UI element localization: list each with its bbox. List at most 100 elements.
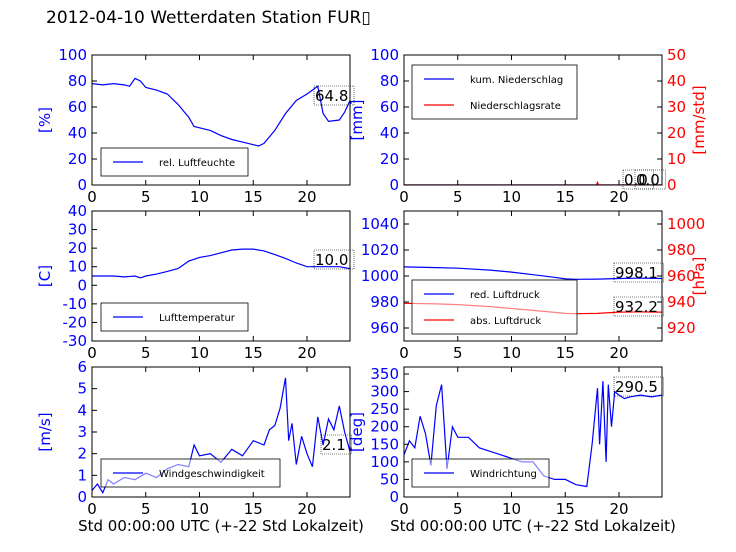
y-tick-label: 0 bbox=[389, 488, 399, 506]
legend: Lufttemperatur bbox=[100, 302, 249, 332]
x-tick-label: 10 bbox=[190, 500, 209, 518]
legend-label: kum. Niederschlag bbox=[470, 75, 563, 86]
y2-tick-label: 20 bbox=[667, 124, 686, 142]
y-tick-label: 30 bbox=[68, 221, 87, 239]
x-tick-label: 10 bbox=[502, 344, 521, 362]
x-tick-label: 10 bbox=[190, 188, 209, 206]
y-tick-label: 250 bbox=[370, 400, 399, 418]
y-tick-label: 2 bbox=[77, 445, 87, 463]
y-tick-label: 980 bbox=[370, 293, 399, 311]
last-value-annotation: 64.8 bbox=[315, 87, 348, 105]
axes-frame bbox=[91, 54, 351, 186]
x-tick-label: 0 bbox=[399, 344, 409, 362]
y-tick-label: 0 bbox=[77, 276, 87, 294]
y2-tick-label: 940 bbox=[667, 293, 696, 311]
x-tick-label: 0 bbox=[399, 188, 409, 206]
y2-axis-label: [hPa] bbox=[690, 257, 708, 296]
y-axis-label: [%] bbox=[36, 107, 54, 133]
x-tick-label: 5 bbox=[141, 344, 151, 362]
y2-tick-label: 980 bbox=[667, 241, 696, 259]
x-tick-label: 15 bbox=[556, 188, 575, 206]
y-tick-label: 1020 bbox=[361, 241, 399, 259]
y-tick-label: 20 bbox=[68, 239, 87, 257]
x-tick-label: 20 bbox=[297, 500, 316, 518]
x-tick-label: 15 bbox=[244, 500, 263, 518]
y-tick-label: 20 bbox=[68, 150, 87, 168]
x-tick-label: 5 bbox=[453, 500, 463, 518]
panel-precipitation: 0 5 10 15 20 0 20 40 60 80 100 0 10 20 30 40 50 [mm] [mm/s… bbox=[348, 46, 708, 206]
x-tick-label: 5 bbox=[141, 500, 151, 518]
y-axis-label: [C] bbox=[36, 265, 54, 287]
y2-tick-label: 0 bbox=[667, 176, 677, 194]
x-tick-label: 15 bbox=[244, 188, 263, 206]
y-tick-label: 100 bbox=[370, 453, 399, 471]
y2-axis-label: [mm/std] bbox=[690, 85, 708, 154]
annotation-frame bbox=[313, 85, 355, 106]
y-tick-label: 100 bbox=[58, 46, 87, 64]
x-tick-label: 20 bbox=[609, 188, 628, 206]
y-axis-label: [deg] bbox=[348, 412, 366, 452]
x-axis-label: Std 00:00:00 UTC (+-22 Std Lokalzeit) bbox=[78, 517, 364, 535]
panel-pressure: 0 5 10 15 20 960 980 1000 1020 1040 920 940 960 980 10… bbox=[361, 210, 708, 362]
legend-frame bbox=[100, 458, 281, 488]
y-axis-label: [m/s] bbox=[36, 412, 54, 451]
annotation-frame bbox=[320, 434, 352, 455]
legend-label: Windrichtung bbox=[470, 469, 537, 480]
y-tick-label: 1040 bbox=[361, 215, 399, 233]
x-tick-label: 5 bbox=[453, 188, 463, 206]
x-tick-label: 10 bbox=[502, 500, 521, 518]
axes-frame bbox=[91, 210, 351, 342]
legend: Windrichtung bbox=[411, 458, 550, 488]
legend-label: Windgeschwindigkeit bbox=[159, 469, 265, 480]
series-line-precipitation-1 bbox=[404, 180, 662, 185]
y2-tick-label: 10 bbox=[667, 150, 686, 168]
y2-tick-label: 960 bbox=[667, 267, 696, 285]
x-tick-label: 5 bbox=[453, 344, 463, 362]
y-tick-label: 10 bbox=[68, 258, 87, 276]
legend-frame bbox=[411, 64, 578, 120]
x-tick-label: 20 bbox=[609, 500, 628, 518]
x-tick-label: 0 bbox=[87, 188, 97, 206]
y-tick-label: 0 bbox=[389, 176, 399, 194]
y-tick-label: 80 bbox=[380, 72, 399, 90]
x-tick-label: 10 bbox=[502, 188, 521, 206]
y-tick-label: 60 bbox=[380, 98, 399, 116]
x-tick-label: 15 bbox=[556, 344, 575, 362]
y-tick-label: 60 bbox=[68, 98, 87, 116]
x-tick-label: 15 bbox=[244, 344, 263, 362]
annotation-frame bbox=[613, 376, 664, 397]
x-axis-label: Std 00:00:00 UTC (+-22 Std Lokalzeit) bbox=[390, 517, 676, 535]
y-tick-label: 0 bbox=[77, 176, 87, 194]
y-tick-label: 80 bbox=[68, 72, 87, 90]
y-axis-label: [mm] bbox=[348, 100, 366, 141]
y-tick-label: 0 bbox=[77, 488, 87, 506]
legend-label: Niederschlagsrate bbox=[470, 101, 561, 112]
annotation-frame bbox=[634, 169, 666, 190]
page-title: 2012-04-10 Wetterdaten Station FUR▯ bbox=[46, 8, 371, 28]
series-line-temperature-0 bbox=[92, 248, 350, 279]
annotation-frame bbox=[313, 249, 355, 270]
y-tick-label: -30 bbox=[63, 332, 88, 350]
legend-frame bbox=[411, 279, 578, 335]
axes-frame bbox=[403, 366, 663, 498]
last-value-annotation: 10.0 bbox=[315, 251, 348, 269]
legend: rel. Luftfeuchte bbox=[100, 147, 249, 177]
y-tick-label: 960 bbox=[370, 319, 399, 337]
y-tick-label: 100 bbox=[370, 46, 399, 64]
y-tick-label: 3 bbox=[77, 423, 87, 441]
x-tick-label: 10 bbox=[190, 344, 209, 362]
last-value-annotation: 998.1 bbox=[615, 264, 658, 282]
x-tick-label: 0 bbox=[399, 500, 409, 518]
x-tick-label: 20 bbox=[609, 344, 628, 362]
y-tick-label: -10 bbox=[63, 295, 88, 313]
y-tick-label: 40 bbox=[380, 124, 399, 142]
x-tick-label: 0 bbox=[87, 500, 97, 518]
y-tick-label: 150 bbox=[370, 435, 399, 453]
legend-label: rel. Luftfeuchte bbox=[159, 158, 235, 169]
last-value-annotation: 0.0 bbox=[636, 171, 660, 189]
last-value-annotation: 932.2 bbox=[615, 298, 658, 316]
x-tick-label: 5 bbox=[141, 188, 151, 206]
annotation-frame bbox=[613, 262, 664, 283]
